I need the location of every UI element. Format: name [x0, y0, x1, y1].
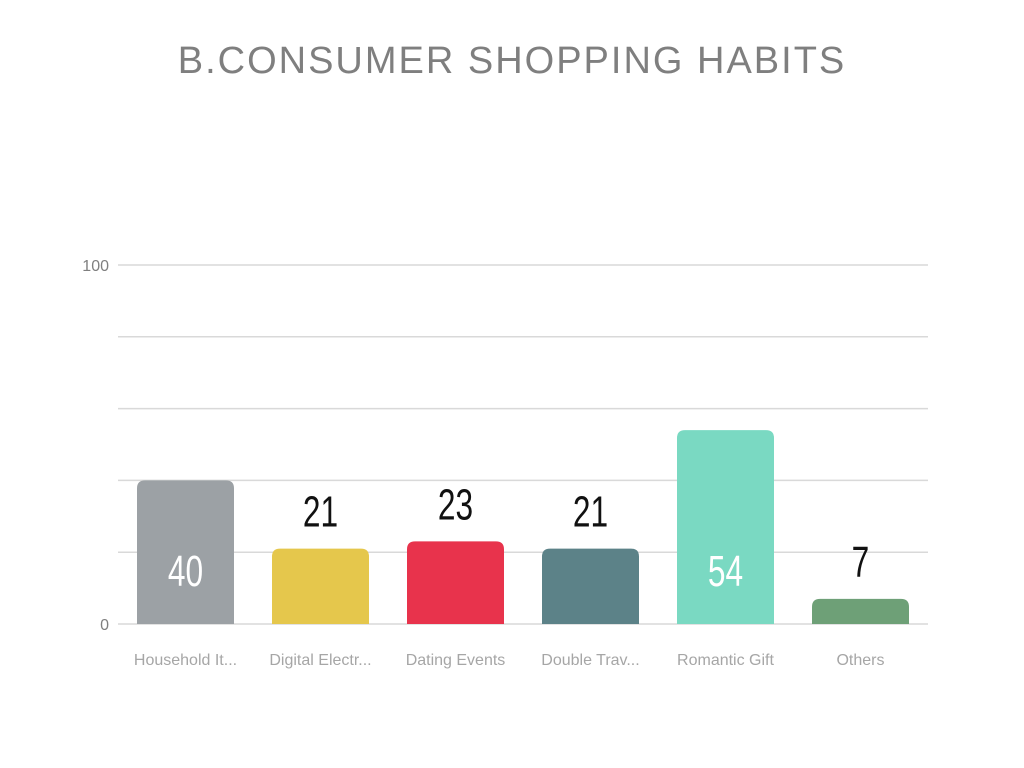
x-tick-label-2: Dating Events	[406, 652, 506, 669]
bar-2	[407, 541, 504, 624]
y-axis-ticks: 0 100	[82, 258, 109, 634]
x-axis-ticks: Household It... Digital Electr... Dating E…	[134, 652, 885, 669]
data-label-5: 7	[852, 538, 870, 587]
chart-title: B.CONSUMER SHOPPING HABITS	[177, 40, 847, 82]
y-tick-label-100: 100	[82, 258, 109, 275]
data-label-1: 21	[303, 488, 338, 537]
bar-0	[137, 480, 234, 624]
data-label-0: 40	[168, 547, 203, 596]
gridlines	[118, 264, 928, 625]
y-tick-label-0: 0	[100, 617, 109, 634]
bars	[137, 430, 909, 624]
x-tick-label-1: Digital Electr...	[269, 652, 371, 669]
data-label-2: 23	[438, 480, 473, 529]
x-tick-label-5: Others	[836, 652, 884, 669]
bar-3	[542, 548, 639, 624]
x-tick-label-4: Romantic Gift	[677, 652, 774, 669]
bar-5	[812, 598, 909, 624]
data-label-4: 54	[708, 547, 743, 596]
x-tick-label-0: Household It...	[134, 652, 237, 669]
x-tick-label-3: Double Trav...	[541, 652, 639, 669]
data-label-3: 21	[573, 488, 608, 537]
data-labels: 40 21 23 21 54 7	[168, 480, 869, 596]
bar-1	[272, 548, 369, 624]
bar-4	[677, 430, 774, 624]
